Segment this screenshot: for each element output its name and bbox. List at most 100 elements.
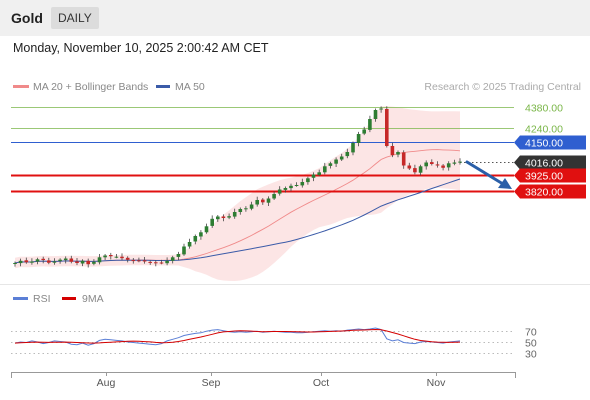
candle [182,243,186,256]
candle [379,106,383,113]
candle [238,207,243,215]
chart-header: Gold DAILY [0,0,590,36]
candle [323,162,327,175]
candle [199,230,203,240]
candle [30,258,34,265]
candle [86,258,90,268]
candle [452,159,457,166]
candle [92,259,96,266]
support-1-tag [514,168,586,183]
candle [396,150,400,158]
candle [204,223,209,234]
candle [385,106,389,148]
support-2-label: 3820.00 [525,187,563,199]
candle [446,161,451,171]
candle [368,115,372,133]
rsi-level-70-label: 70 [525,327,537,339]
candle [193,234,198,245]
candle [187,238,192,249]
candle [103,254,107,260]
candle [390,142,395,158]
candle [339,153,344,161]
candle [244,206,248,212]
candle [137,257,141,263]
forecast-arrow-icon [465,160,512,189]
candle [63,256,68,264]
ma50-legend-swatch [156,85,170,88]
candle [170,255,175,264]
candle [351,141,355,156]
candle [47,257,51,265]
candle [317,169,321,177]
x-tick-label: Aug [97,377,116,389]
candle [35,257,40,265]
pivot-tag [514,135,586,150]
candle [424,160,428,170]
candle [165,257,169,266]
candle [311,172,316,182]
support-2-tag [514,184,586,199]
candle [154,260,158,267]
candle [227,213,231,220]
candle [458,158,462,165]
candle [283,186,288,193]
candle [362,126,366,136]
candle [266,196,271,206]
candle [272,191,276,200]
resistance-1-label: 4240.00 [525,124,563,136]
candle [148,260,152,265]
last-label: 4016.00 [525,158,563,170]
candle [125,256,130,263]
resistance-2-label: 4380.00 [525,103,563,115]
pivot-label: 4150.00 [525,138,563,150]
candle [109,252,113,260]
research-credit: Research © 2025 Trading Central [424,81,581,93]
candle [97,254,102,265]
candle [159,259,164,265]
candle [69,255,74,264]
candle [294,182,299,187]
period-tab[interactable]: DAILY [51,7,99,29]
candle [430,159,434,166]
rsi-line [14,327,461,346]
price-levels [11,107,514,193]
ma9-legend-label: 9MA [82,293,104,305]
candle [210,215,214,228]
candle [418,164,423,176]
candle [176,251,181,261]
candle [80,259,85,267]
candle [221,214,226,222]
x-tick-label: Sep [202,377,221,389]
candle [75,258,79,266]
candle [261,198,265,205]
support-1-label: 3925.00 [525,171,563,183]
bollinger-legend-swatch [13,85,29,88]
candle [407,162,412,170]
candlesticks [13,106,462,268]
candle [232,208,237,219]
candle [24,257,29,264]
last-tag [514,155,586,170]
candle [334,157,338,167]
candle [289,183,293,192]
candle [114,254,119,259]
candle [142,257,147,264]
candle [120,253,124,261]
candle [373,108,378,122]
x-tick-label: Nov [427,377,446,389]
candle [306,176,310,185]
candle [52,258,57,265]
bollinger-bands [14,106,461,281]
candle [356,131,361,147]
candle [41,256,45,264]
chart-datetime: Monday, November 10, 2025 2:00:42 AM CET [13,41,269,55]
candle [277,186,282,196]
candle [249,201,254,211]
rsi-level-30-label: 30 [525,349,537,361]
candle [328,161,333,169]
candle [13,261,17,267]
candle [435,161,440,168]
